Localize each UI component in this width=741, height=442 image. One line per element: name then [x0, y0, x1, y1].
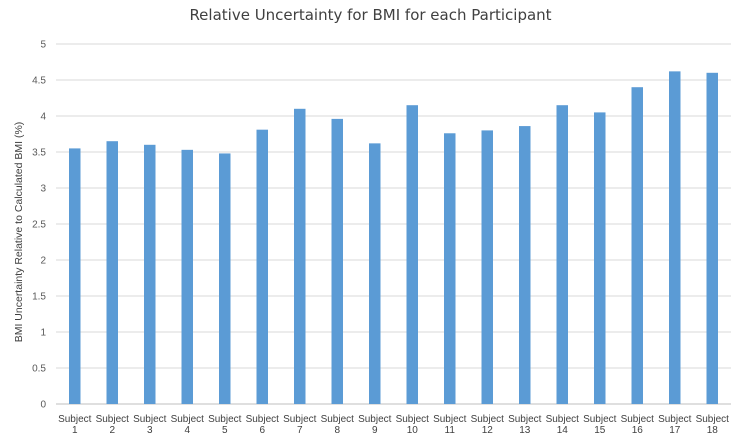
bar-subject-10 [406, 105, 418, 404]
x-tick-label: Subject 5 [208, 414, 242, 436]
bar-subject-16 [631, 87, 643, 404]
y-tick-label: 5 [40, 40, 46, 51]
y-axis-label: BMI Uncertainty Relative to Calculated B… [13, 122, 25, 343]
bar-subject-8 [331, 118, 343, 404]
y-tick-label: 0.5 [32, 364, 46, 375]
chart-title: Relative Uncertainty for BMI for each Pa… [189, 6, 552, 24]
x-tick-label: Subject 16 [621, 414, 655, 436]
x-tick-label: Subject 15 [583, 414, 617, 436]
bar-subject-2 [106, 141, 118, 404]
x-tick-label: Subject 17 [658, 414, 692, 436]
bar-subject-5 [219, 153, 231, 404]
y-tick-label: 2 [40, 256, 46, 267]
bars [69, 71, 718, 405]
x-tick-label: Subject 7 [283, 414, 317, 436]
x-tick-label: Subject 6 [246, 414, 280, 436]
x-tick-label: Subject 12 [471, 414, 505, 436]
bar-subject-3 [144, 144, 156, 405]
gridlines [56, 43, 731, 405]
bar-subject-17 [669, 71, 681, 405]
x-tick-label: Subject 3 [133, 414, 167, 436]
x-tick-label: Subject 2 [96, 414, 130, 436]
x-tick-label: Subject 1 [58, 414, 92, 436]
x-tick-label: Subject 14 [546, 414, 580, 436]
x-tick-label: Subject 8 [321, 414, 355, 436]
bar-subject-11 [444, 133, 456, 404]
y-tick-label: 4.5 [32, 76, 46, 87]
x-tick-label: Subject 18 [696, 414, 730, 436]
x-tick-label: Subject 10 [396, 414, 430, 436]
bar-subject-12 [481, 130, 493, 404]
y-tick-label: 3.5 [32, 148, 46, 159]
x-tick-label: Subject 4 [171, 414, 205, 436]
x-tick-label: Subject 11 [433, 414, 467, 436]
y-axis-ticks: 0 0.5 1 1.5 2 2.5 3 3.5 4 4.5 5 [32, 40, 46, 411]
bar-subject-15 [594, 112, 606, 405]
x-tick-label: Subject 13 [508, 414, 542, 436]
bar-subject-7 [294, 108, 306, 405]
x-tick-label: Subject 9 [358, 414, 392, 436]
bar-subject-14 [556, 105, 568, 404]
bar-subject-1 [69, 148, 81, 404]
bar-subject-6 [256, 129, 268, 404]
y-tick-label: 1 [40, 328, 46, 339]
y-tick-label: 4 [40, 112, 46, 123]
bar-subject-13 [519, 126, 531, 404]
y-tick-label: 3 [40, 184, 46, 195]
bar-subject-4 [181, 149, 193, 404]
y-tick-label: 0 [40, 400, 46, 411]
bar-subject-9 [369, 143, 381, 405]
bar-subject-18 [706, 72, 718, 405]
y-tick-label: 2.5 [32, 220, 46, 231]
y-tick-label: 1.5 [32, 292, 46, 303]
